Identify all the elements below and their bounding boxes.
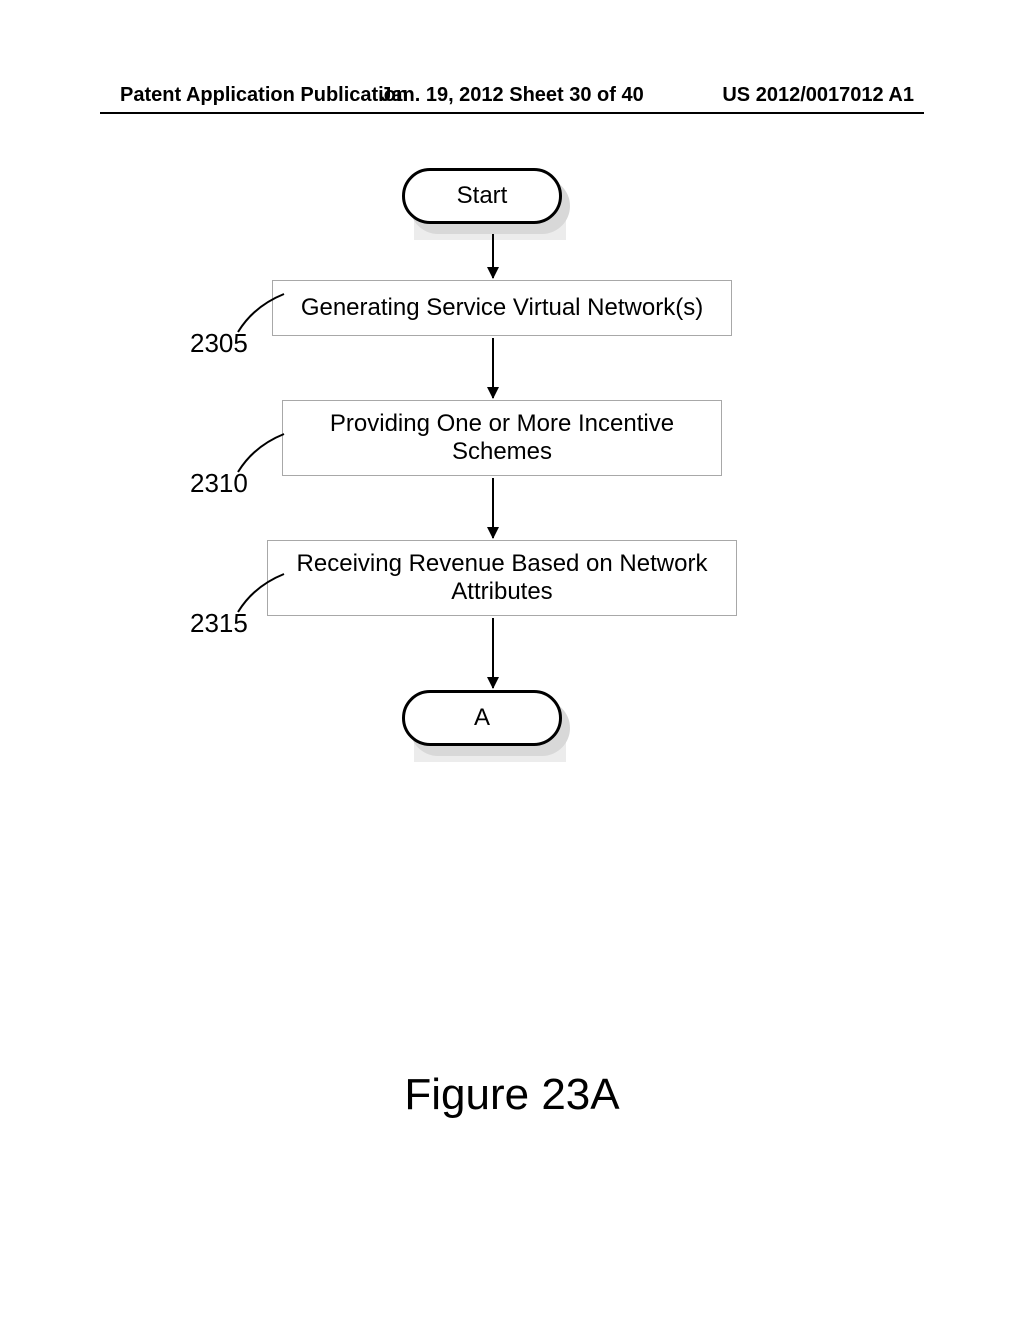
ref-number: 2305 xyxy=(190,328,248,359)
ref-pointer-icon xyxy=(230,568,310,618)
terminator-label: A xyxy=(402,690,562,746)
flow-node-start: Start xyxy=(482,168,562,224)
flow-node-process: Receiving Revenue Based on Network Attri… xyxy=(267,540,737,616)
ref-pointer-icon xyxy=(230,288,310,338)
process-label: Generating Service Virtual Network(s) xyxy=(301,294,703,322)
ref-pointer-icon xyxy=(230,428,310,478)
flow-node-process: Generating Service Virtual Network(s) xyxy=(272,280,732,336)
flow-arrow xyxy=(492,478,494,538)
figure-caption: Figure 23A xyxy=(0,1070,1024,1120)
ref-number: 2315 xyxy=(190,608,248,639)
header-right: US 2012/0017012 A1 xyxy=(722,84,914,107)
flow-arrow xyxy=(492,618,494,688)
process-label: Providing One or More Incentive Schemes xyxy=(293,410,711,466)
header-left: Patent Application Publication xyxy=(120,84,408,107)
flow-arrow xyxy=(492,338,494,398)
header-mid: Jan. 19, 2012 Sheet 30 of 40 xyxy=(380,84,644,107)
terminator-label: Start xyxy=(402,168,562,224)
process-label: Receiving Revenue Based on Network Attri… xyxy=(278,550,726,606)
flow-arrow xyxy=(492,234,494,278)
page-header: Patent Application Publication Jan. 19, … xyxy=(0,84,1024,107)
flow-node-process: Providing One or More Incentive Schemes xyxy=(282,400,722,476)
patent-page: Patent Application Publication Jan. 19, … xyxy=(0,0,1024,1320)
header-rule xyxy=(100,112,924,114)
flow-node-end: A xyxy=(482,690,562,746)
ref-number: 2310 xyxy=(190,468,248,499)
